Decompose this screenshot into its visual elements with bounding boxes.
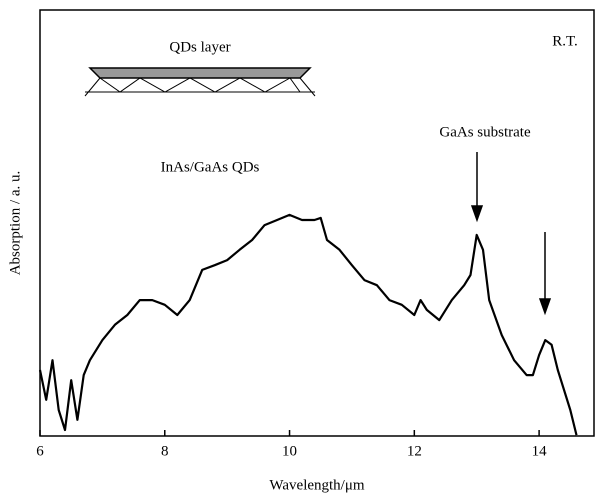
plot-frame — [39, 9, 595, 437]
annotation: QDs layer — [169, 39, 230, 55]
x-tick-label: 8 — [161, 443, 169, 459]
x-tick-label: 6 — [36, 443, 44, 459]
annotation: InAs/GaAs QDs — [161, 159, 260, 175]
annotation: GaAs substrate — [439, 124, 531, 140]
x-tick-label: 10 — [282, 443, 297, 459]
x-tick-label: 12 — [407, 443, 422, 459]
data-line — [38, 213, 578, 436]
x-tick-label: 14 — [532, 443, 548, 459]
y-axis-label: Absorption / a. u. — [7, 171, 23, 276]
annotation: R.T. — [552, 33, 578, 49]
x-axis-label: Wavelength/μm — [269, 477, 364, 493]
inset-diagram — [84, 67, 316, 97]
arrows — [470, 152, 552, 316]
